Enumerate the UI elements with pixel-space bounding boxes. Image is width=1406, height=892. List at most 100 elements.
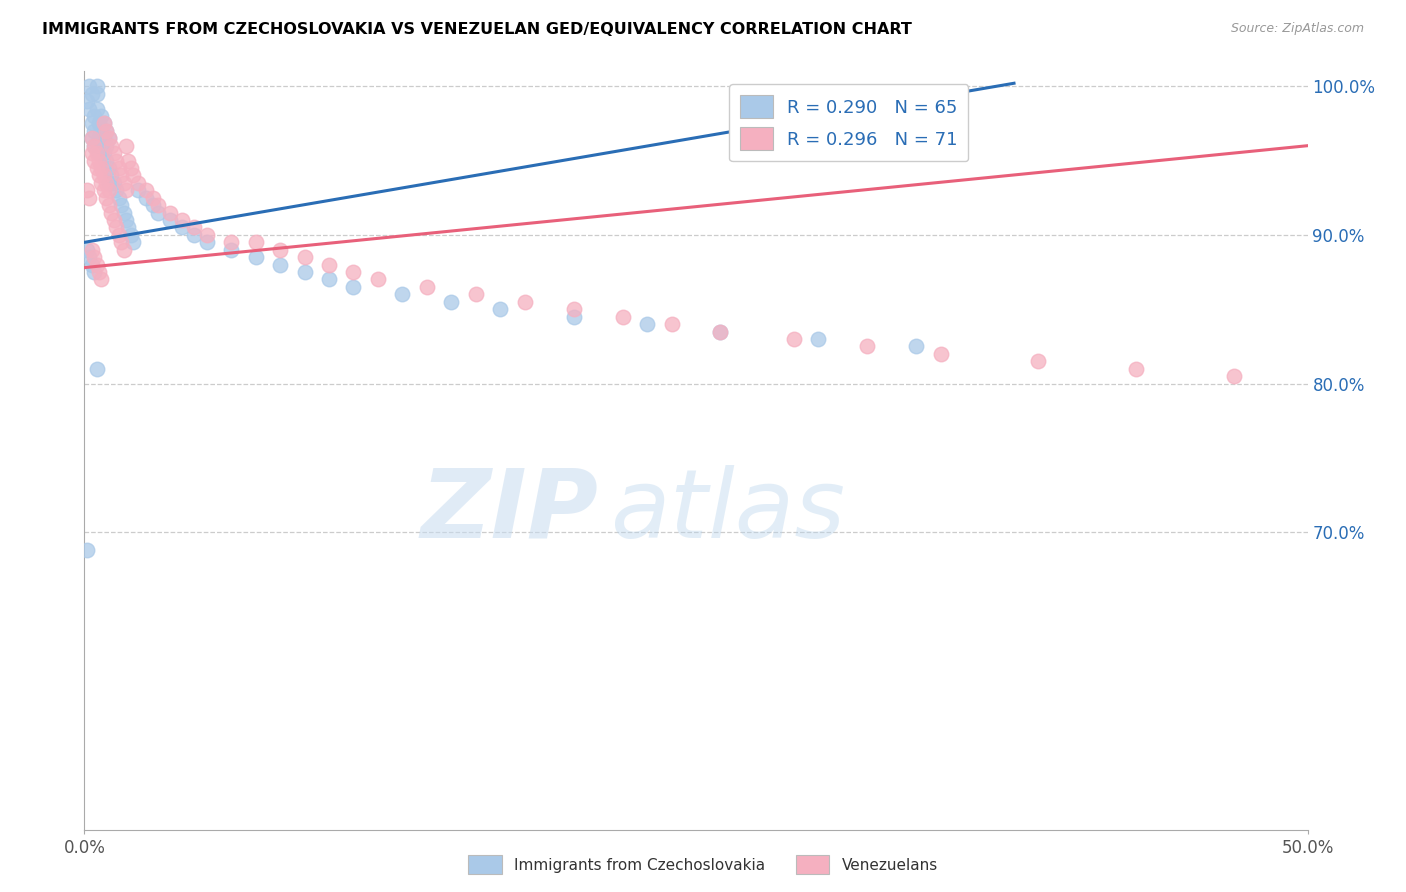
- Point: [93, 169, 115, 183]
- Point: [1125, 361, 1147, 376]
- Point: [1223, 369, 1246, 384]
- Point: [87, 116, 110, 130]
- Point: [195, 235, 218, 250]
- Point: [90, 109, 112, 123]
- Point: [90, 138, 112, 153]
- Text: ZIP: ZIP: [420, 465, 598, 558]
- Point: [107, 191, 129, 205]
- Point: [77, 250, 100, 264]
- Legend: R = 0.290   N = 65, R = 0.296   N = 71: R = 0.290 N = 65, R = 0.296 N = 71: [730, 84, 969, 161]
- Point: [856, 339, 879, 353]
- Point: [117, 220, 139, 235]
- Point: [929, 347, 952, 361]
- Point: [97, 183, 120, 197]
- Point: [115, 183, 138, 197]
- Point: [142, 191, 165, 205]
- Point: [96, 124, 118, 138]
- Point: [105, 183, 128, 197]
- Point: [195, 227, 218, 242]
- Point: [245, 235, 267, 250]
- Point: [86, 146, 108, 161]
- Point: [83, 265, 105, 279]
- Point: [183, 220, 205, 235]
- Point: [135, 183, 157, 197]
- Point: [86, 87, 108, 101]
- Point: [80, 146, 103, 161]
- Point: [93, 131, 115, 145]
- Point: [93, 116, 115, 130]
- Point: [76, 183, 98, 197]
- Point: [90, 124, 112, 138]
- Point: [97, 198, 120, 212]
- Point: [807, 332, 830, 346]
- Point: [87, 146, 110, 161]
- Point: [103, 176, 125, 190]
- Point: [117, 153, 139, 168]
- Point: [83, 153, 105, 168]
- Point: [86, 258, 108, 272]
- Point: [367, 272, 389, 286]
- Point: [612, 310, 634, 324]
- Point: [146, 198, 169, 212]
- Text: atlas: atlas: [610, 465, 845, 558]
- Point: [100, 169, 122, 183]
- Point: [110, 235, 132, 250]
- Point: [96, 191, 118, 205]
- Point: [80, 258, 103, 272]
- Point: [112, 205, 135, 219]
- Point: [416, 280, 439, 294]
- Point: [96, 138, 118, 153]
- Point: [90, 176, 112, 190]
- Point: [318, 272, 340, 286]
- Point: [97, 131, 120, 145]
- Point: [115, 213, 138, 227]
- Point: [269, 243, 291, 257]
- Point: [112, 243, 135, 257]
- Point: [783, 332, 806, 346]
- Point: [122, 169, 145, 183]
- Point: [80, 87, 103, 101]
- Point: [110, 169, 132, 183]
- Text: Source: ZipAtlas.com: Source: ZipAtlas.com: [1230, 22, 1364, 36]
- Point: [219, 243, 242, 257]
- Point: [342, 280, 364, 294]
- Point: [103, 213, 125, 227]
- Point: [80, 131, 103, 145]
- Point: [76, 543, 98, 558]
- Point: [96, 124, 118, 138]
- Point: [93, 116, 115, 130]
- Point: [96, 153, 118, 168]
- Point: [159, 205, 181, 219]
- Point: [342, 265, 364, 279]
- Point: [135, 191, 157, 205]
- Point: [636, 317, 658, 331]
- Point: [87, 265, 110, 279]
- Point: [100, 205, 122, 219]
- Point: [93, 183, 115, 197]
- Point: [120, 161, 142, 175]
- Point: [269, 258, 291, 272]
- Point: [513, 294, 536, 309]
- Point: [87, 169, 110, 183]
- Point: [97, 161, 120, 175]
- Point: [661, 317, 683, 331]
- Point: [105, 153, 128, 168]
- Point: [87, 153, 110, 168]
- Point: [709, 325, 731, 339]
- Point: [96, 176, 118, 190]
- Point: [103, 146, 125, 161]
- Point: [172, 220, 194, 235]
- Point: [464, 287, 486, 301]
- Point: [86, 161, 108, 175]
- Point: [110, 198, 132, 212]
- Point: [105, 220, 128, 235]
- Point: [83, 250, 105, 264]
- Point: [562, 310, 585, 324]
- Point: [107, 227, 129, 242]
- Point: [112, 176, 135, 190]
- Point: [80, 131, 103, 145]
- Point: [107, 161, 129, 175]
- Point: [80, 243, 103, 257]
- Point: [294, 250, 316, 264]
- Point: [159, 213, 181, 227]
